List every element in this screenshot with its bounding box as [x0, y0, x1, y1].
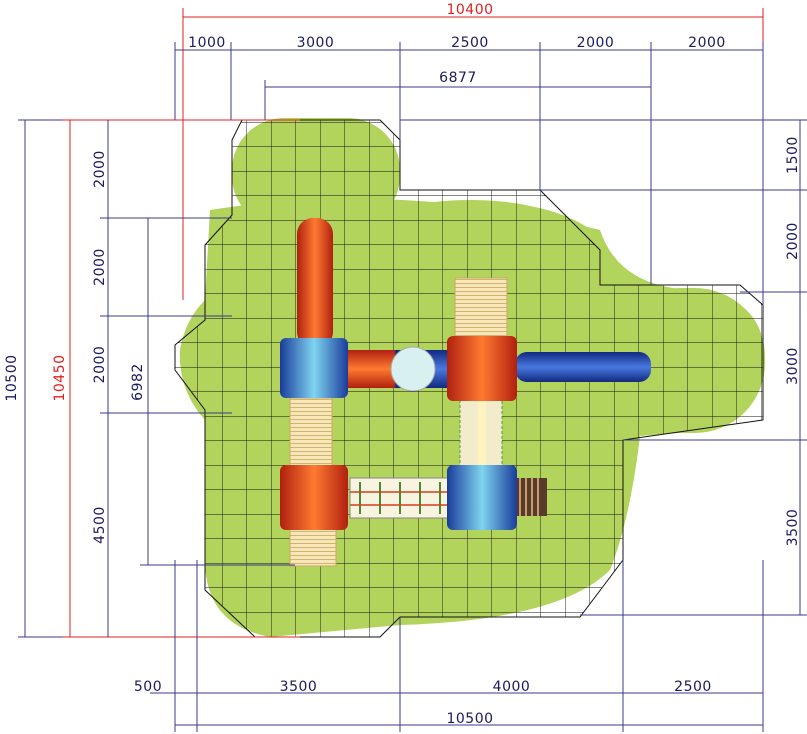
- dimension-label: 2500: [674, 679, 712, 695]
- dimension-label: 2000: [785, 222, 801, 260]
- dimension-label: 6877: [439, 70, 477, 86]
- dimension-label: 10500: [446, 711, 493, 727]
- dimension-label: 3000: [785, 347, 801, 385]
- dimension-label: 4000: [493, 679, 531, 695]
- dimension-label: 1500: [785, 136, 801, 174]
- dimensions: 10400 1000 3000 2500 2000 2000 6877 10500 10450 2…: [4, 2, 807, 732]
- dimension-label: 4500: [92, 506, 108, 544]
- dimension-label: 10500: [4, 354, 20, 401]
- dimension-label: 10400: [446, 2, 493, 18]
- dimension-label: 10450: [52, 354, 68, 401]
- dimension-label: 3000: [297, 35, 335, 51]
- dimension-label: 500: [134, 679, 162, 695]
- dimension-label: 2000: [92, 346, 108, 384]
- dimension-label: 2500: [451, 35, 489, 51]
- dimension-label: 6982: [130, 363, 146, 401]
- dimension-label: 2000: [92, 248, 108, 286]
- dimension-label: 2000: [92, 150, 108, 188]
- play-structure: [280, 218, 651, 567]
- dimension-label: 1000: [188, 35, 226, 51]
- dimension-label: 3500: [280, 679, 318, 695]
- dimension-label: 3500: [785, 509, 801, 547]
- dimension-label: 2000: [688, 35, 726, 51]
- dimension-label: 2000: [577, 35, 615, 51]
